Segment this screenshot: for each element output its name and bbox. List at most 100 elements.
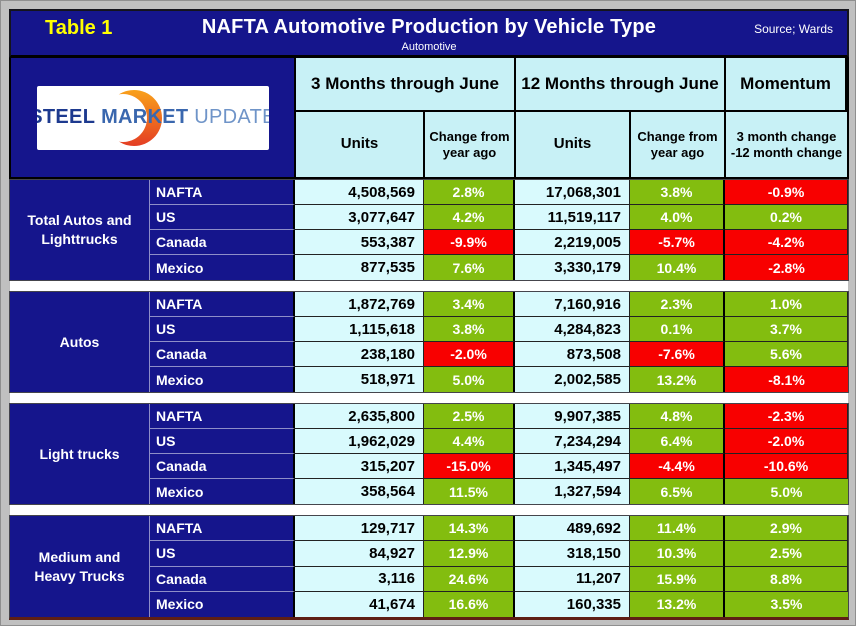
units-12mo-cell: 873,508: [515, 342, 630, 367]
region-label: US: [150, 317, 295, 342]
table-number-label: Table 1: [45, 17, 113, 39]
data-blocks: Total Autos and Lighttrucks NAFTA 4,508,56…: [9, 179, 849, 620]
units-3mo-cell: 4,508,569: [295, 180, 424, 205]
units-3mo-cell: 553,387: [295, 230, 424, 255]
region-label: Mexico: [150, 255, 295, 280]
change-12mo-cell: 13.2%: [630, 591, 725, 617]
region-label: US: [150, 541, 295, 567]
momentum-cell: 0.2%: [725, 205, 848, 230]
units-3mo-cell: 358,564: [295, 479, 424, 504]
col-header-momentum-formula: 3 month change -12 month change: [726, 112, 847, 177]
vehicle-type-label-text: Medium and Heavy Trucks: [34, 548, 125, 584]
region-label: Canada: [150, 454, 295, 479]
units-12mo-cell: 11,207: [515, 566, 630, 592]
units-12mo-cell: 489,692: [515, 516, 630, 542]
change-12mo-cell: -7.6%: [630, 342, 725, 367]
region-label: Mexico: [150, 367, 295, 392]
page-title: NAFTA Automotive Production by Vehicle T…: [201, 16, 657, 38]
units-3mo-cell: 1,872,769: [295, 292, 424, 317]
region-label: US: [150, 205, 295, 230]
change-3mo-cell: 2.8%: [424, 180, 515, 205]
logo-word-steel: STEEL: [37, 106, 96, 128]
change-3mo-cell: -2.0%: [424, 342, 515, 367]
change-12mo-cell: 10.3%: [630, 541, 725, 567]
block-separator: [9, 505, 849, 515]
title-bar: Table 1 NAFTA Automotive Production by V…: [9, 9, 849, 58]
change-12mo-cell: 10.4%: [630, 255, 725, 280]
change-3mo-cell: 3.8%: [424, 317, 515, 342]
change-3mo-cell: 2.5%: [424, 404, 515, 429]
change-3mo-cell: -15.0%: [424, 454, 515, 479]
units-3mo-cell: 2,635,800: [295, 404, 424, 429]
units-12mo-cell: 2,002,585: [515, 367, 630, 392]
change-3mo-cell: 11.5%: [424, 479, 515, 504]
units-12mo-cell: 160,335: [515, 591, 630, 617]
logo-word-market: MARKET: [101, 106, 189, 128]
momentum-cell: 5.6%: [725, 342, 848, 367]
source-label: Source; Wards: [754, 22, 833, 36]
region-label: US: [150, 429, 295, 454]
units-12mo-cell: 318,150: [515, 541, 630, 567]
change-12mo-cell: 6.5%: [630, 479, 725, 504]
momentum-cell: 3.7%: [725, 317, 848, 342]
vehicle-type-block: Light trucks NAFTA 2,635,800 2.5% 9,907,385 4…: [9, 403, 849, 505]
change-12mo-cell: 4.8%: [630, 404, 725, 429]
change-3mo-cell: 24.6%: [424, 566, 515, 592]
units-12mo-cell: 11,519,117: [515, 205, 630, 230]
vehicle-type-label-text: Autos: [59, 333, 100, 350]
region-label: Mexico: [150, 479, 295, 504]
units-3mo-cell: 3,077,647: [295, 205, 424, 230]
change-3mo-cell: 12.9%: [424, 541, 515, 567]
vehicle-type-label: Autos: [10, 292, 150, 392]
change-3mo-cell: 4.2%: [424, 205, 515, 230]
units-3mo-cell: 129,717: [295, 516, 424, 542]
subtitle-automotive: Automotive: [401, 41, 457, 53]
region-label: Mexico: [150, 591, 295, 617]
logo-cell: STEEL MARKET UPDATE: [11, 58, 296, 177]
momentum-cell: -10.6%: [725, 454, 848, 479]
change-12mo-cell: 15.9%: [630, 566, 725, 592]
momentum-cell: 5.0%: [725, 479, 848, 504]
logo-word-update: UPDATE: [194, 106, 269, 128]
change-12mo-cell: 11.4%: [630, 516, 725, 542]
change-3mo-cell: 3.4%: [424, 292, 515, 317]
logo-wordmark: STEEL MARKET UPDATE: [37, 106, 269, 129]
vehicle-type-label: Total Autos and Lighttrucks: [10, 180, 150, 280]
column-header-section: STEEL MARKET UPDATE 3 Months through Jun…: [9, 58, 849, 179]
momentum-cell: -8.1%: [725, 367, 848, 392]
region-label: NAFTA: [150, 180, 295, 205]
vehicle-type-block: Autos NAFTA 1,872,769 3.4% 7,160,916 2.3% 1.0%…: [9, 291, 849, 393]
vehicle-type-label: Light trucks: [10, 404, 150, 504]
units-3mo-cell: 41,674: [295, 591, 424, 617]
vehicle-type-block: Medium and Heavy Trucks NAFTA 129,717 14.3%…: [9, 515, 849, 620]
units-3mo-cell: 315,207: [295, 454, 424, 479]
col-group-3-months: 3 Months through June: [296, 58, 516, 112]
crescent-logo-icon: [98, 89, 162, 146]
change-12mo-cell: 13.2%: [630, 367, 725, 392]
units-3mo-cell: 1,115,618: [295, 317, 424, 342]
change-3mo-cell: 4.4%: [424, 429, 515, 454]
momentum-cell: -4.2%: [725, 230, 848, 255]
vehicle-type-label-text: Light trucks: [39, 445, 120, 462]
change-12mo-cell: -5.7%: [630, 230, 725, 255]
units-3mo-cell: 238,180: [295, 342, 424, 367]
momentum-cell: 2.9%: [725, 516, 848, 542]
change-3mo-cell: 16.6%: [424, 591, 515, 617]
units-3mo-cell: 1,962,029: [295, 429, 424, 454]
region-label: Canada: [150, 566, 295, 592]
change-3mo-cell: 5.0%: [424, 367, 515, 392]
region-label: Canada: [150, 342, 295, 367]
change-12mo-cell: 2.3%: [630, 292, 725, 317]
units-3mo-cell: 518,971: [295, 367, 424, 392]
region-label: Canada: [150, 230, 295, 255]
units-3mo-cell: 877,535: [295, 255, 424, 280]
vehicle-type-label-text: Total Autos and Lighttrucks: [27, 212, 132, 247]
vehicle-type-block: Total Autos and Lighttrucks NAFTA 4,508,56…: [9, 179, 849, 281]
units-3mo-cell: 3,116: [295, 566, 424, 592]
col-group-momentum: Momentum: [726, 58, 847, 112]
region-label: NAFTA: [150, 516, 295, 542]
units-12mo-cell: 7,160,916: [515, 292, 630, 317]
steel-market-update-logo: STEEL MARKET UPDATE: [36, 85, 269, 150]
block-separator: [9, 281, 849, 291]
nafta-production-table: Table 1 NAFTA Automotive Production by V…: [9, 9, 849, 620]
